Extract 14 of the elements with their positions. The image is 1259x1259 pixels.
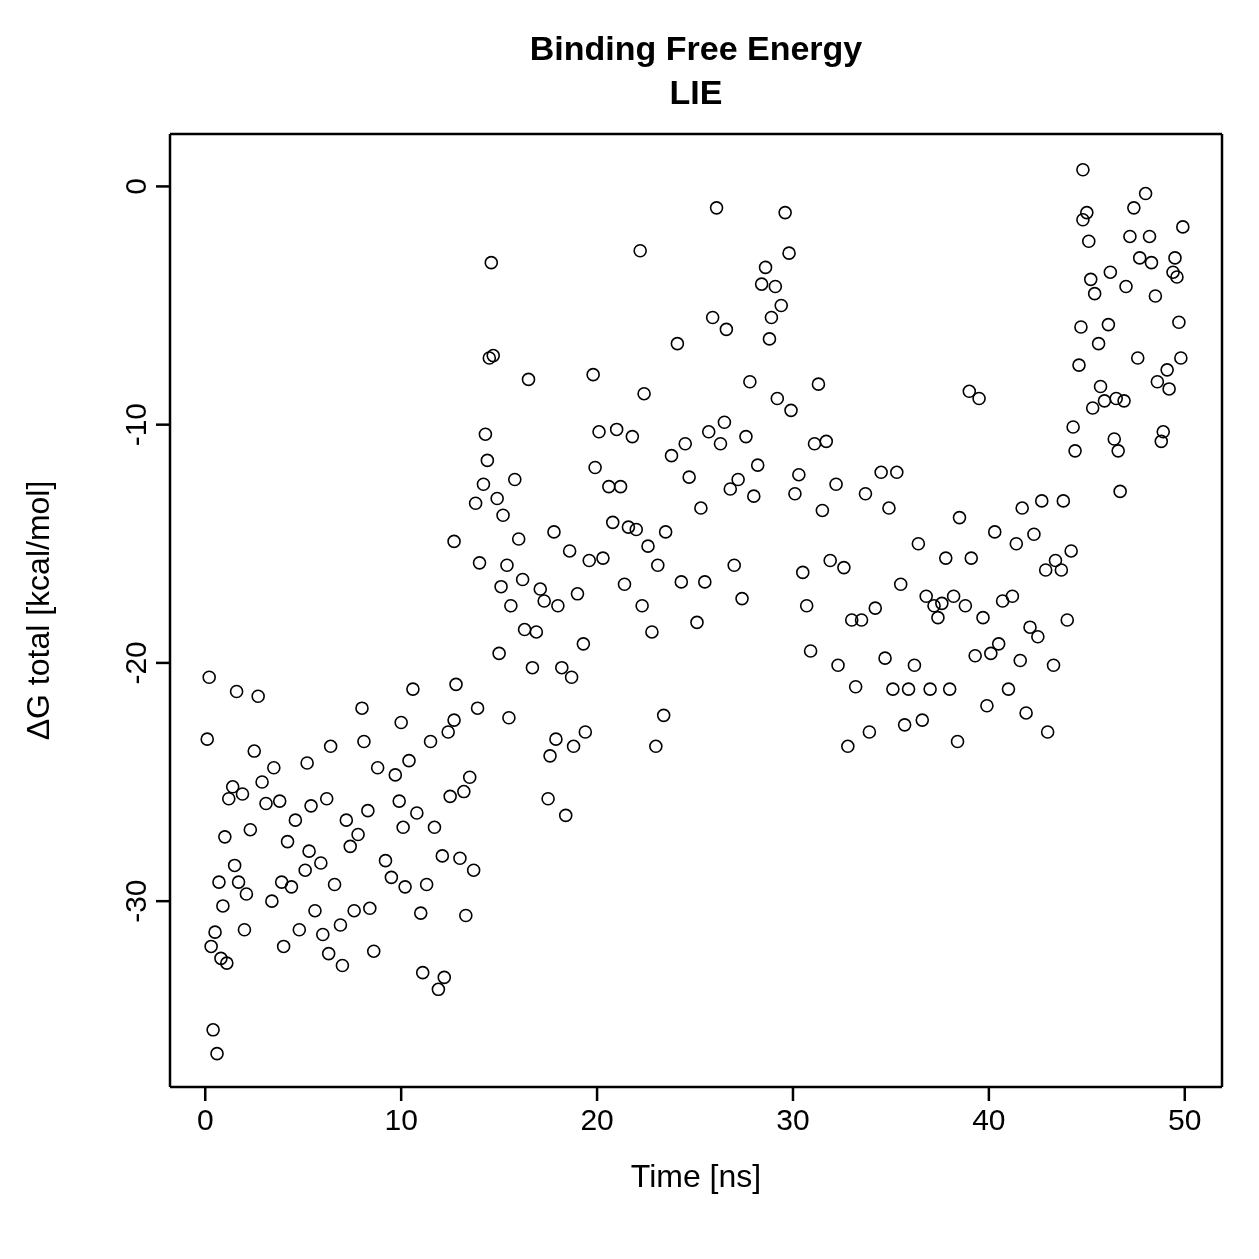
y-tick-label: -10 — [119, 402, 152, 447]
x-tick-label: 20 — [580, 1103, 614, 1137]
chart-title: Binding Free Energy — [528, 28, 864, 69]
x-tick-label: 40 — [972, 1103, 1006, 1137]
y-tick-label: -20 — [119, 641, 152, 685]
x-tick-label: 50 — [1168, 1103, 1202, 1137]
y-tick-label: 0 — [119, 178, 152, 195]
x-axis-title: Time [ns] — [630, 1158, 762, 1194]
x-tick-label: 30 — [776, 1103, 810, 1137]
y-tick-label: -30 — [119, 879, 152, 923]
x-tick-label: 10 — [384, 1103, 418, 1137]
y-axis-title: ΔG total [kcal/mol] — [20, 480, 57, 741]
chart-subtitle: LIE — [668, 72, 724, 113]
x-tick-label: 0 — [196, 1103, 214, 1137]
